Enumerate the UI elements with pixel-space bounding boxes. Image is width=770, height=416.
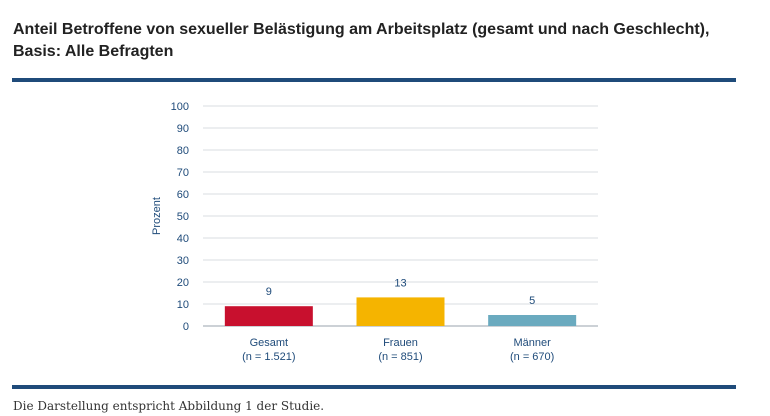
y-tick-label: 70 xyxy=(177,167,189,179)
y-tick-label: 40 xyxy=(177,233,189,245)
footnote: Die Darstellung entspricht Abbildung 1 d… xyxy=(13,399,325,413)
y-tick-label: 80 xyxy=(177,145,189,157)
y-axis-label: Prozent xyxy=(151,197,163,235)
y-tick-label: 20 xyxy=(177,277,189,289)
x-category-sublabel: (n = 670) xyxy=(510,351,554,363)
y-tick-label: 0 xyxy=(183,321,189,333)
bottom-divider xyxy=(12,385,736,389)
y-tick-label: 90 xyxy=(177,123,189,135)
x-category-sublabel: (n = 851) xyxy=(378,351,422,363)
bar-frauen xyxy=(356,297,445,326)
data-label: 13 xyxy=(394,277,406,289)
x-category-sublabel: (n = 1.521) xyxy=(242,351,296,363)
chart-title-line-2: Basis: Alle Befragten xyxy=(13,43,174,60)
y-tick-label: 30 xyxy=(177,255,189,267)
data-label: 9 xyxy=(266,286,272,298)
bar-männer xyxy=(488,315,577,326)
top-divider xyxy=(12,78,736,82)
x-category-label: Männer xyxy=(514,337,552,349)
bar-gesamt xyxy=(224,306,313,326)
y-tick-label: 60 xyxy=(177,189,189,201)
data-label: 5 xyxy=(529,295,535,307)
y-tick-label: 100 xyxy=(171,101,189,113)
chart-title-line-1: Anteil Betroffene von sexueller Belästig… xyxy=(13,21,710,38)
y-tick-label: 10 xyxy=(177,299,189,311)
x-category-label: Frauen xyxy=(383,337,418,349)
x-category-label: Gesamt xyxy=(250,337,289,349)
y-tick-label: 50 xyxy=(177,211,189,223)
chart-title: Anteil Betroffene von sexueller Belästig… xyxy=(13,19,753,63)
